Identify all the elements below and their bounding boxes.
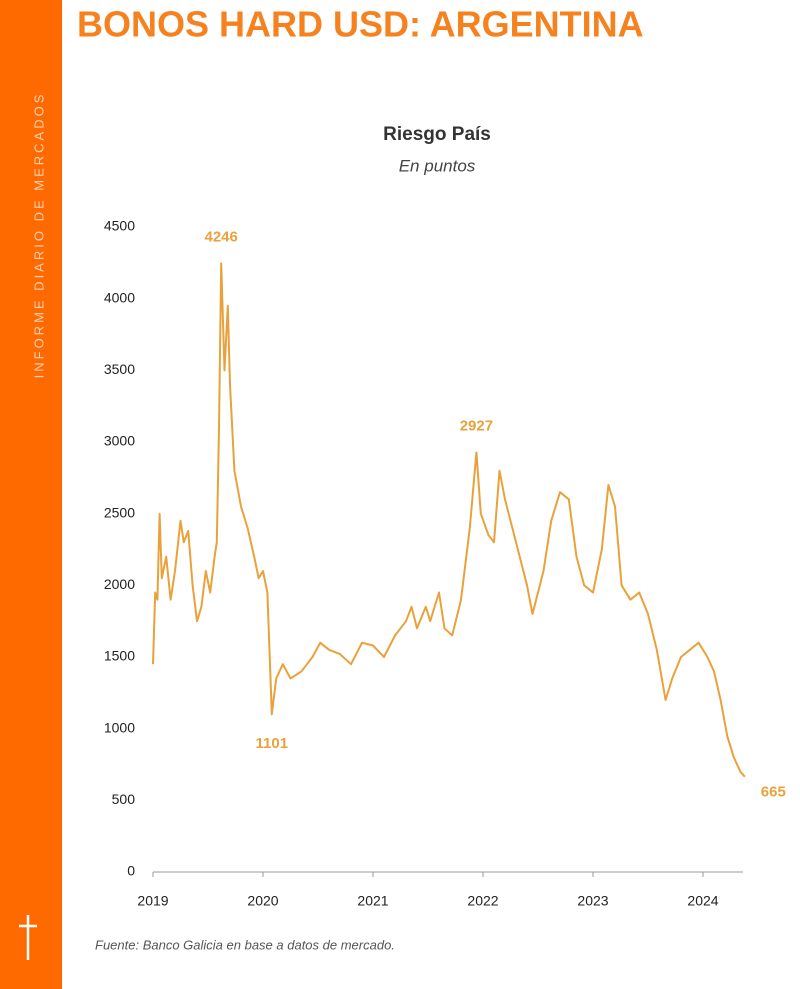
logo-icon xyxy=(19,915,37,960)
y-tick-label: 4000 xyxy=(104,289,135,305)
x-tick-label: 2023 xyxy=(577,893,608,909)
y-tick-label: 3500 xyxy=(104,361,135,377)
chart-subtitle: En puntos xyxy=(399,156,476,175)
x-tick-label: 2022 xyxy=(467,893,498,909)
y-tick-label: 3000 xyxy=(104,433,135,449)
x-tick-label: 2019 xyxy=(137,893,168,909)
y-tick-label: 0 xyxy=(127,863,135,879)
x-tick-label: 2021 xyxy=(357,893,388,909)
sidebar-text: INFORME DIARIO DE MERCADOS xyxy=(31,92,46,379)
annotation: 2927 xyxy=(460,417,493,434)
annotation: 4246 xyxy=(205,228,238,245)
y-tick-label: 2000 xyxy=(104,576,135,592)
sidebar xyxy=(0,0,62,989)
page-title: BONOS HARD USD: ARGENTINA xyxy=(77,4,644,45)
y-tick-label: 4500 xyxy=(104,218,135,234)
annotation: 1101 xyxy=(256,735,289,752)
y-tick-label: 2500 xyxy=(104,504,135,520)
y-tick-label: 500 xyxy=(112,791,136,807)
annotation: 665 xyxy=(761,784,786,801)
y-tick-label: 1000 xyxy=(104,719,135,735)
chart-title: Riesgo País xyxy=(383,124,491,145)
x-tick-label: 2020 xyxy=(247,893,278,909)
y-tick-label: 1500 xyxy=(104,648,135,664)
x-tick-label: 2024 xyxy=(687,893,718,909)
series-line xyxy=(152,262,746,778)
source-note: Fuente: Banco Galicia en base a datos de… xyxy=(95,937,395,952)
